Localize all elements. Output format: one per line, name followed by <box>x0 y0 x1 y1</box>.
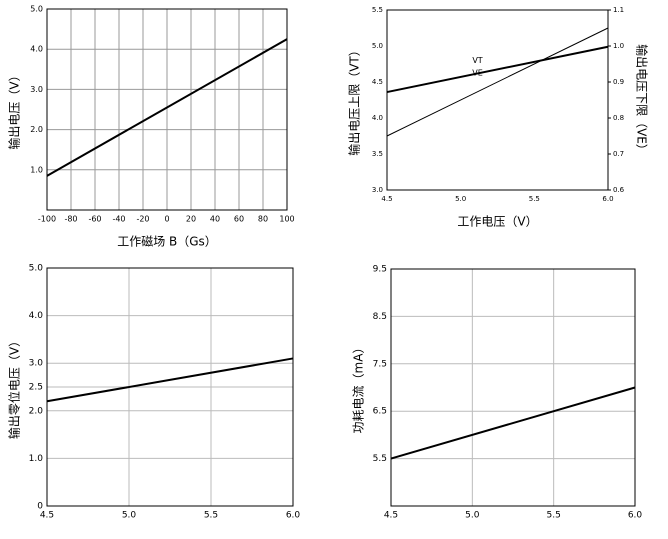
x-tick-label: -60 <box>88 215 101 224</box>
y2-tick-label: 0.7 <box>613 150 624 158</box>
series-label: VE <box>472 69 483 78</box>
x-tick-label: 6.0 <box>602 195 613 203</box>
y-tick-label: 0 <box>37 502 43 512</box>
x-tick-label: 0 <box>164 215 169 224</box>
x-tick-label: 6.0 <box>628 511 643 521</box>
x-tick-label: -40 <box>112 215 125 224</box>
y-tick-label: 5.5 <box>372 6 383 14</box>
x-tick-label: 5.5 <box>529 195 540 203</box>
x-axis-label: 工作磁场 B（Gs） <box>117 234 217 249</box>
y-tick-label: 9.5 <box>373 265 387 275</box>
x-tick-label: 5.5 <box>547 511 561 521</box>
x-tick-label: 60 <box>234 215 244 224</box>
x-tick-label: 20 <box>186 215 196 224</box>
x-tick-label: -80 <box>64 215 77 224</box>
y2-tick-label: 1.0 <box>613 42 624 50</box>
y-tick-label: 2.0 <box>29 406 44 416</box>
y-tick-label: 3.5 <box>372 150 383 158</box>
y-tick-label: 8.5 <box>373 312 387 322</box>
x-tick-label: 5.0 <box>465 511 480 521</box>
y-tick-label: 3.0 <box>29 359 44 369</box>
data-line <box>386 45 609 94</box>
plot-frame <box>46 8 288 211</box>
y-tick-label: 1.0 <box>30 165 43 174</box>
x-axis-label: 工作电压（V） <box>457 215 537 229</box>
x-tick-label: -100 <box>38 215 56 224</box>
y-tick-label: 3.0 <box>372 186 383 194</box>
data-line <box>46 38 288 177</box>
data-line <box>46 357 294 403</box>
x-tick-label: -20 <box>136 215 149 224</box>
y-tick-label: 2.5 <box>29 383 43 393</box>
x-tick-label: 40 <box>210 215 220 224</box>
x-tick-label: 6.0 <box>286 511 301 521</box>
x-tick-label: 80 <box>258 215 268 224</box>
y-tick-label: 4.0 <box>30 45 43 54</box>
y-tick-label: 7.5 <box>373 359 387 369</box>
x-tick-label: 4.5 <box>384 511 398 521</box>
y-tick-label: 4.0 <box>29 311 44 321</box>
y-axis-label: 输出电压上限（VT） <box>347 44 362 156</box>
y2-tick-label: 0.9 <box>613 78 624 86</box>
x-tick-label: 5.5 <box>204 511 218 521</box>
x-tick-label: 5.0 <box>122 511 137 521</box>
y-tick-label: 5.0 <box>29 264 44 274</box>
plot-frame <box>46 267 294 507</box>
y2-tick-label: 0.8 <box>613 114 624 122</box>
y-tick-label: 4.5 <box>372 78 383 86</box>
x-tick-label: 5.0 <box>455 195 466 203</box>
x-tick-label: 4.5 <box>40 511 54 521</box>
y-tick-label: 6.5 <box>373 407 387 417</box>
series-label: VT <box>472 56 482 65</box>
x-tick-label: 100 <box>279 215 294 224</box>
y2-tick-label: 0.6 <box>613 186 625 194</box>
x-tick-label: 4.5 <box>381 195 392 203</box>
y-tick-label: 1.0 <box>29 454 44 464</box>
y-tick-label: 2.0 <box>30 125 43 134</box>
data-line <box>390 386 636 460</box>
y-tick-label: 5.0 <box>372 42 383 50</box>
y-axis-label: 功耗电流（mA） <box>352 342 366 434</box>
y2-axis-label: 输出电压下限（VE） <box>635 44 650 156</box>
y2-tick-label: 1.1 <box>613 6 624 14</box>
y-tick-label: 3.0 <box>30 85 43 94</box>
y-tick-label: 5.5 <box>373 454 387 464</box>
y-tick-label: 4.0 <box>372 114 383 122</box>
data-line <box>386 27 609 137</box>
plot-frame <box>386 9 609 191</box>
y-axis-label: 输出零位电压（V） <box>7 335 22 439</box>
y-axis-label: 输出电压（V） <box>7 69 22 149</box>
y-tick-label: 5.0 <box>30 5 43 14</box>
plot-frame <box>390 268 636 507</box>
